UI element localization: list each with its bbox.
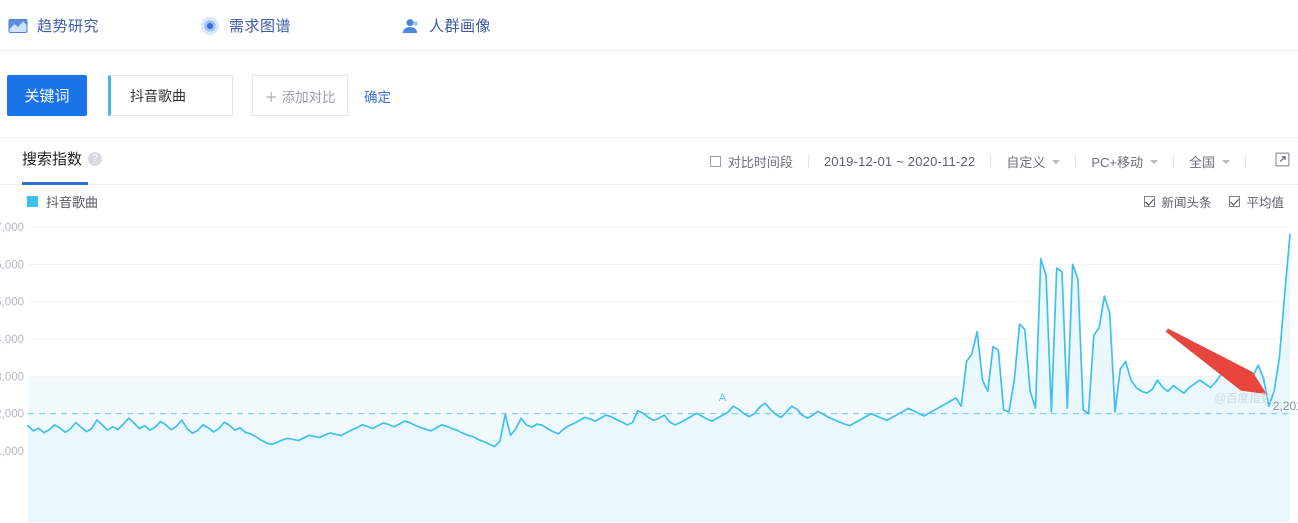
trend-chart[interactable]: 7,000 6,000 5,000 4,000 3,000 2,000 1,000 A 2,…: [0, 217, 1298, 523]
chevron-down-icon: [1149, 159, 1158, 164]
range-preset-select[interactable]: 自定义: [1006, 152, 1061, 171]
compare-period-checkbox[interactable]: [709, 156, 721, 167]
export-icon[interactable]: [1275, 152, 1290, 172]
option-news-headlines[interactable]: 新闻头条: [1144, 192, 1211, 211]
region-label: 全国: [1188, 155, 1215, 170]
chart-y-tick-label: 1,000: [0, 446, 24, 458]
nav-label-trend-research: 趋势研究: [37, 18, 100, 35]
news-headlines-checkbox[interactable]: [1144, 196, 1156, 207]
chart-options-group: 新闻头条 平均值: [1144, 192, 1284, 211]
tab-search-index[interactable]: 搜索指数 ?: [22, 148, 103, 169]
panel-header: 搜索指数 ? 对比时间段 2019-12-01 ~ 2020-11-22 自定义…: [0, 138, 1298, 185]
audience-profile-icon: [400, 16, 420, 36]
chart-y-axis-labels: 7,000 6,000 5,000 4,000 3,000 2,000 1,000: [0, 222, 24, 458]
average-checkbox[interactable]: [1229, 196, 1241, 207]
toolbar-divider: [1245, 155, 1246, 168]
top-navigation: 趋势研究 需求图谱 人群画像: [0, 0, 1298, 51]
option-average[interactable]: 平均值: [1229, 192, 1284, 211]
legend-color-swatch: [27, 196, 38, 207]
search-bar-row: 关键词 抖音歌曲 ＋ 添加对比 确定: [0, 51, 1298, 137]
compare-period-toggle[interactable]: 对比时间段: [709, 152, 793, 171]
chart-y-tick-label: 2,000: [0, 409, 24, 421]
nav-item-trend-research[interactable]: 趋势研究: [8, 0, 99, 51]
chart-series-line: [27, 233, 1291, 448]
tab-search-index-label: 搜索指数: [22, 151, 83, 168]
nav-label-demand-graph: 需求图谱: [229, 18, 292, 35]
toolbar-divider: [990, 155, 992, 168]
chart-area-fill: [28, 234, 1290, 522]
search-index-panel: 搜索指数 ? 对比时间段 2019-12-01 ~ 2020-11-22 自定义…: [0, 137, 1298, 522]
nav-item-audience-profile[interactable]: 人群画像: [400, 0, 491, 51]
news-headlines-label: 新闻头条: [1161, 196, 1212, 210]
demand-graph-icon: [200, 16, 220, 36]
help-icon[interactable]: ?: [88, 151, 103, 166]
legend-series-label: 抖音歌曲: [46, 195, 99, 210]
chart-y-tick-label: 4,000: [0, 334, 24, 346]
toolbar-divider: [1075, 155, 1077, 168]
tab-active-indicator: [22, 182, 88, 185]
trend-chart-svg[interactable]: 7,000 6,000 5,000 4,000 3,000 2,000 1,000 A 2,…: [0, 217, 1298, 523]
chart-y-tick-label: 7,000: [0, 222, 24, 234]
range-preset-label: 自定义: [1006, 155, 1046, 170]
chart-y-tick-label: 5,000: [0, 297, 24, 309]
device-label: PC+移动: [1091, 155, 1143, 170]
keyword-type-button[interactable]: 关键词: [7, 75, 87, 116]
chart-event-marker-a[interactable]: A: [719, 392, 727, 404]
toolbar-divider: [1172, 155, 1174, 168]
chevron-down-icon: [1052, 159, 1061, 164]
chart-toolbar: 对比时间段 2019-12-01 ~ 2020-11-22 自定义 PC+移动 …: [709, 138, 1290, 185]
region-select[interactable]: 全国: [1189, 152, 1230, 171]
confirm-button[interactable]: 确定: [364, 89, 391, 105]
chart-legend-row: 抖音歌曲 新闻头条 平均值: [0, 185, 1298, 217]
device-select[interactable]: PC+移动: [1091, 152, 1158, 171]
chart-y-tick-label: 6,000: [0, 259, 24, 271]
trend-chart-icon: [8, 16, 28, 36]
keyword-input[interactable]: 抖音歌曲: [108, 75, 233, 116]
add-compare-button[interactable]: ＋ 添加对比: [252, 75, 348, 116]
nav-label-audience-profile: 人群画像: [429, 18, 492, 35]
chart-y-tick-label: 3,000: [0, 371, 24, 383]
legend-item-series[interactable]: 抖音歌曲: [27, 192, 98, 211]
average-label: 平均值: [1246, 196, 1284, 210]
chart-callout-arrow: [1165, 328, 1267, 395]
chart-watermark: @百度指数: [1214, 391, 1272, 405]
date-range-picker[interactable]: 2019-12-01 ~ 2020-11-22: [823, 154, 976, 169]
chart-point-value-label: 2,201: [1273, 399, 1298, 413]
compare-period-label: 对比时间段: [727, 155, 793, 170]
toolbar-divider: [807, 155, 809, 168]
nav-item-demand-graph[interactable]: 需求图谱: [200, 0, 291, 51]
chevron-down-icon: [1222, 159, 1230, 164]
